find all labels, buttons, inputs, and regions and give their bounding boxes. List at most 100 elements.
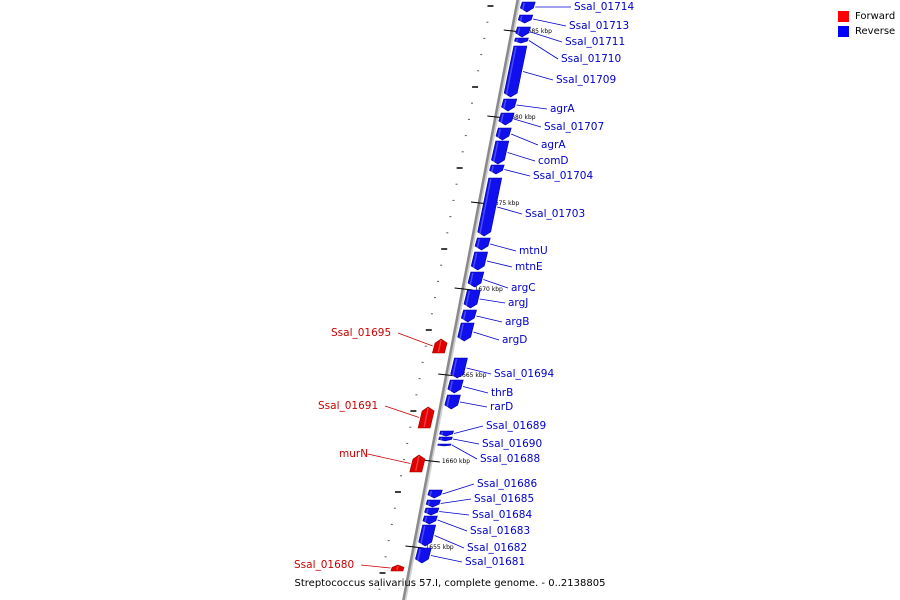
gene-highlight <box>462 310 467 322</box>
gene-feature-argc[interactable] <box>467 271 485 288</box>
gene-label-argj[interactable]: argJ <box>508 297 528 309</box>
gene-feature-ssal_01681[interactable] <box>415 547 432 564</box>
gene-connector <box>510 133 539 146</box>
gene-label-ssal_01683[interactable]: Ssal_01683 <box>470 525 530 537</box>
gene-connector <box>451 444 478 460</box>
gene-feature-ssal_01680[interactable] <box>390 564 405 572</box>
gene-label-rard[interactable]: rarD <box>490 401 513 413</box>
gene-feature-ssal_01713[interactable] <box>517 14 534 24</box>
gene-feature-ssal_01690[interactable] <box>438 436 453 442</box>
gene-label-ssal_01686[interactable]: Ssal_01686 <box>477 478 537 490</box>
gene-label-ssal_01691[interactable]: Ssal_01691 <box>318 400 378 412</box>
gene-label-comd[interactable]: comD <box>538 155 569 167</box>
gene-label-ssal_01695[interactable]: Ssal_01695 <box>331 327 391 339</box>
gene-feature-ssal_01710[interactable] <box>514 37 529 44</box>
gene-label-argd[interactable]: argD <box>502 334 527 346</box>
gene-highlight <box>505 46 517 97</box>
gene-highlight <box>516 27 521 37</box>
gene-feature-comd[interactable] <box>491 140 510 165</box>
gene-highlight <box>449 380 453 393</box>
gene-label-ssal_01703[interactable]: Ssal_01703 <box>525 208 585 220</box>
gene-connector <box>434 535 465 549</box>
gene-label-agra[interactable]: agrA <box>550 103 575 115</box>
gene-label-argb[interactable]: argB <box>505 316 529 328</box>
gene-connector <box>360 564 391 569</box>
gene-connector <box>452 438 480 445</box>
gene-feature-ssal_01684[interactable] <box>424 507 440 516</box>
gene-label-ssal_01682[interactable]: Ssal_01682 <box>467 542 527 554</box>
gene-label-ssal_01689[interactable]: Ssal_01689 <box>486 420 546 432</box>
gene-label-ssal_01711[interactable]: Ssal_01711 <box>565 36 625 48</box>
scale-tick-label: 1670 kbp <box>475 286 503 293</box>
gene-highlight <box>500 113 504 125</box>
gene-label-ssal_01680[interactable]: Ssal_01680 <box>294 559 354 571</box>
gene-feature-agra[interactable] <box>495 127 512 141</box>
gene-feature-argd[interactable] <box>457 322 475 342</box>
gene-feature-ssal_01683[interactable] <box>422 515 438 525</box>
gene-feature-mtne[interactable] <box>470 251 489 271</box>
reverse-swatch <box>838 26 849 37</box>
gene-feature-ssal_01686[interactable] <box>427 489 443 499</box>
gene-feature-ssal_01682[interactable] <box>418 524 437 547</box>
gene-label-ssal_01710[interactable]: Ssal_01710 <box>561 53 621 65</box>
gene-feature-thrb[interactable] <box>447 379 464 394</box>
gene-connector <box>483 279 509 289</box>
gene-feature-ssal_01685[interactable] <box>425 499 441 508</box>
gene-label-ssal_01713[interactable]: Ssal_01713 <box>569 20 629 32</box>
gene-label-ssal_01704[interactable]: Ssal_01704 <box>533 170 593 182</box>
gene-label-ssal_01688[interactable]: Ssal_01688 <box>480 453 540 465</box>
scale-tick-label: 1680 kbp <box>507 114 535 121</box>
gene-label-ssal_01690[interactable]: Ssal_01690 <box>482 438 542 450</box>
gene-label-agra[interactable]: agrA <box>541 139 566 151</box>
gene-feature-ssal_01711[interactable] <box>515 26 531 38</box>
gene-feature-ssal_01691[interactable] <box>417 406 435 429</box>
gene-feature-ssal_01689[interactable] <box>439 430 454 437</box>
gene-label-ssal_01684[interactable]: Ssal_01684 <box>472 509 532 521</box>
gene-label-thrb[interactable]: thrB <box>491 387 513 399</box>
gene-label-mtne[interactable]: mtnE <box>515 261 543 273</box>
gene-feature-ssal_01703[interactable] <box>477 177 503 237</box>
gene-feature-agra[interactable] <box>501 98 518 112</box>
gene-connector <box>490 243 517 252</box>
gene-feature-rard[interactable] <box>444 394 461 410</box>
scale-tick-mark <box>454 287 473 291</box>
gene-connector <box>437 519 468 532</box>
gene-label-ssal_01681[interactable]: Ssal_01681 <box>465 556 525 568</box>
gene-connector <box>430 555 463 563</box>
gene-label-murn[interactable]: murN <box>339 448 368 460</box>
gene-feature-ssal_01704[interactable] <box>489 164 505 175</box>
gene-highlight <box>439 437 443 441</box>
gene-feature-argj[interactable] <box>463 289 481 309</box>
backbone-shadow <box>404 0 521 600</box>
gene-feature-mtnu[interactable] <box>474 237 491 251</box>
gene-connector <box>460 401 488 408</box>
gene-feature-ssal_01695[interactable] <box>432 338 448 354</box>
gene-label-ssal_01709[interactable]: Ssal_01709 <box>556 74 616 86</box>
gene-feature-ssal_01709[interactable] <box>503 45 528 98</box>
gene-feature-ssal_01694[interactable] <box>450 357 468 379</box>
gene-labels: Ssal_01714 Ssal_01713 Ssal_01711 Ssal_01710… <box>294 1 634 571</box>
gene-connector <box>530 31 563 43</box>
gene-feature-ssal_01714[interactable] <box>519 1 536 13</box>
gene-highlight <box>419 525 426 546</box>
gene-connector <box>384 405 420 418</box>
gene-feature-murn[interactable] <box>409 454 426 473</box>
gene-highlight <box>519 15 523 23</box>
gene-label-ssal_01694[interactable]: Ssal_01694 <box>494 368 554 380</box>
gene-label-mtnu[interactable]: mtnU <box>519 245 548 257</box>
gene-label-ssal_01714[interactable]: Ssal_01714 <box>574 1 634 13</box>
gene-label-ssal_01685[interactable]: Ssal_01685 <box>474 493 534 505</box>
gene-label-argc[interactable]: argC <box>511 282 536 294</box>
gene-feature-ssal_01688[interactable] <box>437 443 452 447</box>
scale-tick-label: 1665 kbp <box>458 372 486 379</box>
gene-connector <box>473 331 500 341</box>
secondary-ruler <box>378 5 494 590</box>
gene-feature-ssal_01707[interactable] <box>498 112 515 126</box>
gene-label-ssal_01707[interactable]: Ssal_01707 <box>544 121 604 133</box>
gene-highlight <box>424 516 428 524</box>
gene-highlight <box>515 38 519 43</box>
scale-tick-label: 1685 kbp <box>524 28 552 35</box>
scale-tick-label: 1655 kbp <box>425 544 453 551</box>
gene-feature-argb[interactable] <box>460 309 477 323</box>
